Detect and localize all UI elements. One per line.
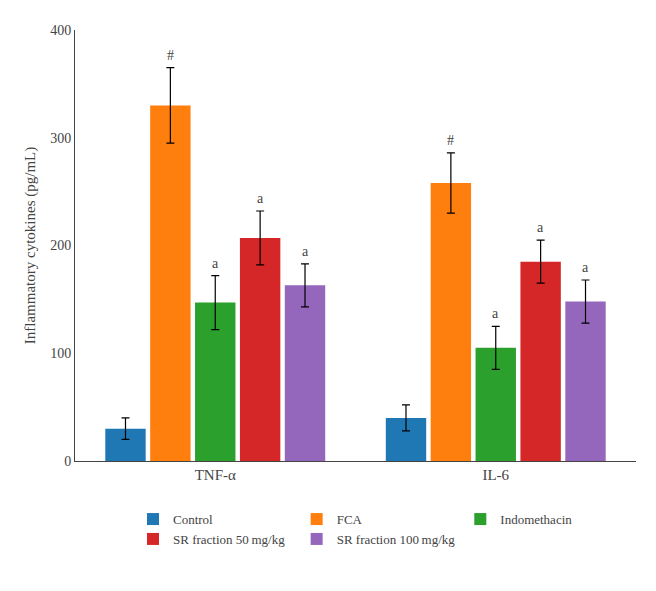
svg-text:Control: Control: [173, 512, 213, 527]
svg-text:400: 400: [50, 23, 71, 38]
svg-text:TNF-α: TNF-α: [195, 467, 236, 483]
svg-text:Indomethacin: Indomethacin: [500, 512, 572, 527]
svg-text:a: a: [302, 244, 309, 259]
svg-text:Inflammatory cytokines (pg/mL): Inflammatory cytokines (pg/mL): [22, 147, 39, 344]
svg-text:SR fraction 100 mg/kg: SR fraction 100 mg/kg: [337, 532, 456, 547]
svg-text:a: a: [257, 191, 264, 206]
svg-text:SR fraction 50 mg/kg: SR fraction 50 mg/kg: [173, 532, 285, 547]
svg-text:a: a: [212, 256, 219, 271]
svg-text:#: #: [167, 48, 174, 63]
svg-text:a: a: [582, 260, 589, 275]
svg-text:100: 100: [50, 346, 71, 361]
svg-text:a: a: [492, 306, 499, 321]
svg-text:300: 300: [50, 131, 71, 146]
svg-text:200: 200: [50, 238, 71, 253]
svg-text:FCA: FCA: [337, 512, 363, 527]
svg-text:a: a: [537, 220, 544, 235]
svg-text:#: #: [447, 133, 454, 148]
svg-text:0: 0: [64, 454, 71, 469]
svg-text:IL-6: IL-6: [482, 467, 509, 483]
